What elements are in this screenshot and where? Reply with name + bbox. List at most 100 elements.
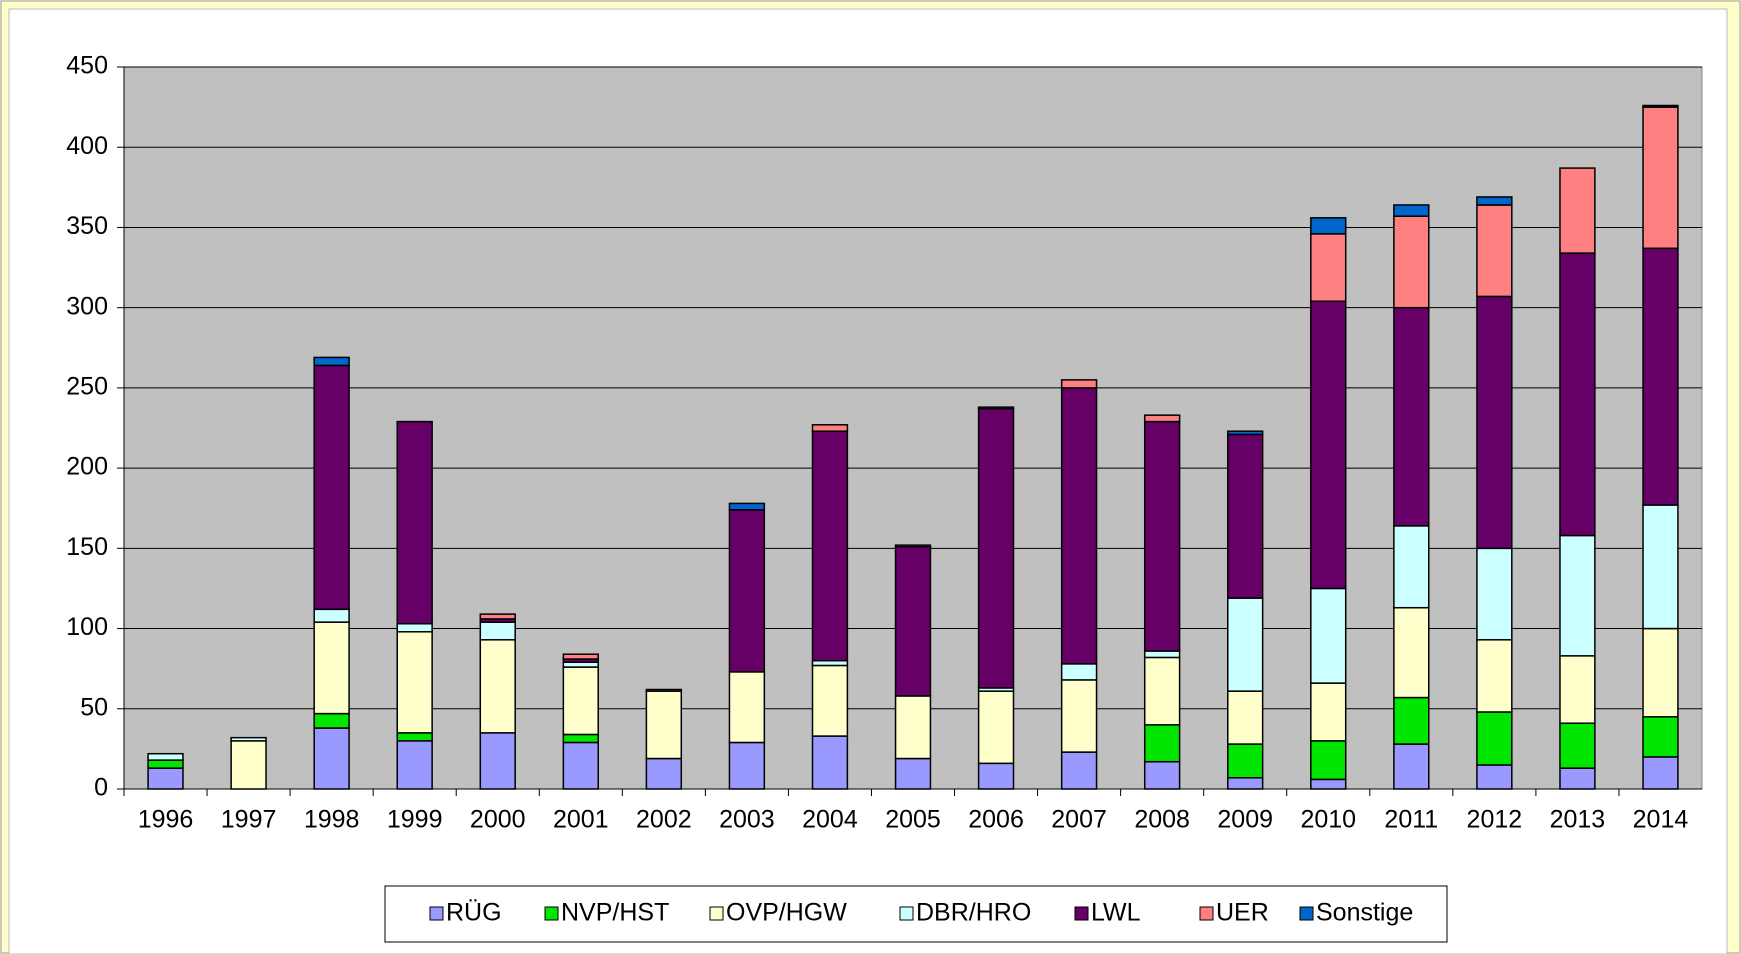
- bar-segment: [1060, 663, 1098, 681]
- y-tick-label: 100: [66, 613, 108, 641]
- bar-segment: [811, 430, 849, 662]
- bar-segment: [1476, 764, 1513, 790]
- bar-segment: [562, 666, 599, 736]
- bar-segment: [313, 364, 350, 611]
- legend-label: RÜG: [446, 899, 502, 927]
- bar-segment: [1559, 767, 1596, 790]
- bar-segment: [1476, 639, 1513, 713]
- bar-segment: [479, 613, 516, 620]
- bar-segment: [396, 740, 433, 790]
- y-tick-label: 150: [66, 533, 108, 561]
- bar-segment: [313, 356, 350, 367]
- legend-swatch: [1074, 906, 1089, 921]
- x-tick-label: 2002: [636, 806, 692, 834]
- bar-segment: [230, 740, 267, 790]
- legend-label: Sonstige: [1316, 899, 1413, 927]
- y-tick-label: 250: [66, 372, 108, 400]
- bar-segment: [147, 759, 184, 769]
- bar-segment: [562, 741, 599, 790]
- legend-label: LWL: [1091, 899, 1141, 927]
- bar-segment: [1476, 547, 1513, 641]
- bar-segment: [728, 671, 766, 744]
- x-tick-label: 2005: [885, 806, 941, 834]
- legend-label: DBR/HRO: [916, 899, 1031, 927]
- x-tick-label: 2009: [1217, 806, 1273, 834]
- bar-segment: [1060, 387, 1098, 665]
- legend-swatch: [1199, 906, 1214, 921]
- bar-segment: [1559, 167, 1596, 254]
- bar-segment: [1227, 597, 1264, 692]
- bar-segment: [313, 608, 350, 623]
- x-tick-label: 1997: [221, 806, 277, 834]
- bar-segment: [1227, 690, 1264, 745]
- bar-segment: [1393, 606, 1430, 699]
- x-tick-label: 2003: [719, 806, 775, 834]
- bar-segment: [1642, 104, 1679, 108]
- bar-segment: [1559, 722, 1596, 769]
- bar-segment: [479, 621, 516, 641]
- bar-segment: [1310, 217, 1347, 235]
- bar-segment: [1642, 504, 1679, 630]
- bar-segment: [396, 631, 433, 734]
- bar-segment: [396, 420, 433, 625]
- bar-segment: [645, 757, 683, 790]
- bar-segment: [1060, 379, 1098, 389]
- legend-label: UER: [1216, 899, 1269, 927]
- x-tick-label: 2013: [1550, 806, 1606, 834]
- x-tick-label: 1996: [138, 806, 194, 834]
- bar-segment: [1310, 740, 1347, 781]
- bar-segment: [1476, 204, 1513, 298]
- x-tick-label: 2010: [1300, 806, 1356, 834]
- x-tick-label: 1999: [387, 806, 443, 834]
- y-tick-label: 300: [66, 292, 108, 320]
- bar-segment: [1393, 696, 1430, 745]
- bar-segment: [1227, 777, 1264, 790]
- bar-segment: [894, 544, 932, 548]
- bar-segment: [1642, 627, 1679, 718]
- bar-segment: [811, 664, 849, 737]
- y-tick-label: 450: [66, 52, 108, 80]
- bar-segment: [977, 406, 1015, 410]
- bar-segment: [396, 732, 433, 742]
- bar-segment: [645, 690, 683, 760]
- bar-segment: [479, 639, 516, 734]
- x-tick-label: 2007: [1051, 806, 1107, 834]
- legend-swatch: [709, 906, 724, 921]
- bar-segment: [1642, 756, 1679, 790]
- bar-segment: [894, 545, 932, 697]
- bar-segment: [728, 509, 766, 673]
- legend-label: NVP/HST: [561, 899, 669, 927]
- y-tick-label: 200: [66, 453, 108, 481]
- bar-segment: [1559, 655, 1596, 724]
- legend-swatch: [544, 906, 559, 921]
- x-tick-label: 2014: [1633, 806, 1689, 834]
- bar-segment: [1476, 196, 1513, 206]
- x-tick-label: 2012: [1467, 806, 1523, 834]
- bar-segment: [313, 621, 350, 715]
- bar-segment: [1143, 656, 1181, 726]
- bar-segment: [230, 736, 267, 742]
- bar-segment: [1060, 751, 1098, 790]
- y-tick-label: 400: [66, 132, 108, 160]
- x-tick-label: 2000: [470, 806, 526, 834]
- bar-segment: [313, 712, 350, 729]
- bar-segment: [147, 767, 184, 790]
- bar-segment: [811, 424, 849, 432]
- bar-segment: [1393, 743, 1430, 790]
- bar-segment: [1143, 650, 1181, 659]
- bar-segment: [728, 502, 766, 511]
- bar-segment: [1642, 247, 1679, 506]
- legend-box: [384, 885, 1448, 943]
- x-tick-label: 1998: [304, 806, 360, 834]
- bar-segment: [1310, 682, 1347, 742]
- bar-segment: [562, 733, 599, 744]
- x-tick-label: 2004: [802, 806, 858, 834]
- x-tick-label: 2011: [1384, 806, 1438, 834]
- bar-segment: [1310, 778, 1347, 790]
- bar-segment: [1227, 433, 1264, 599]
- x-tick-label: 2008: [1134, 806, 1190, 834]
- bar-segment: [977, 407, 1015, 689]
- bar-segment: [396, 622, 433, 633]
- legend-swatch: [899, 906, 914, 921]
- bar-segment: [1393, 204, 1430, 217]
